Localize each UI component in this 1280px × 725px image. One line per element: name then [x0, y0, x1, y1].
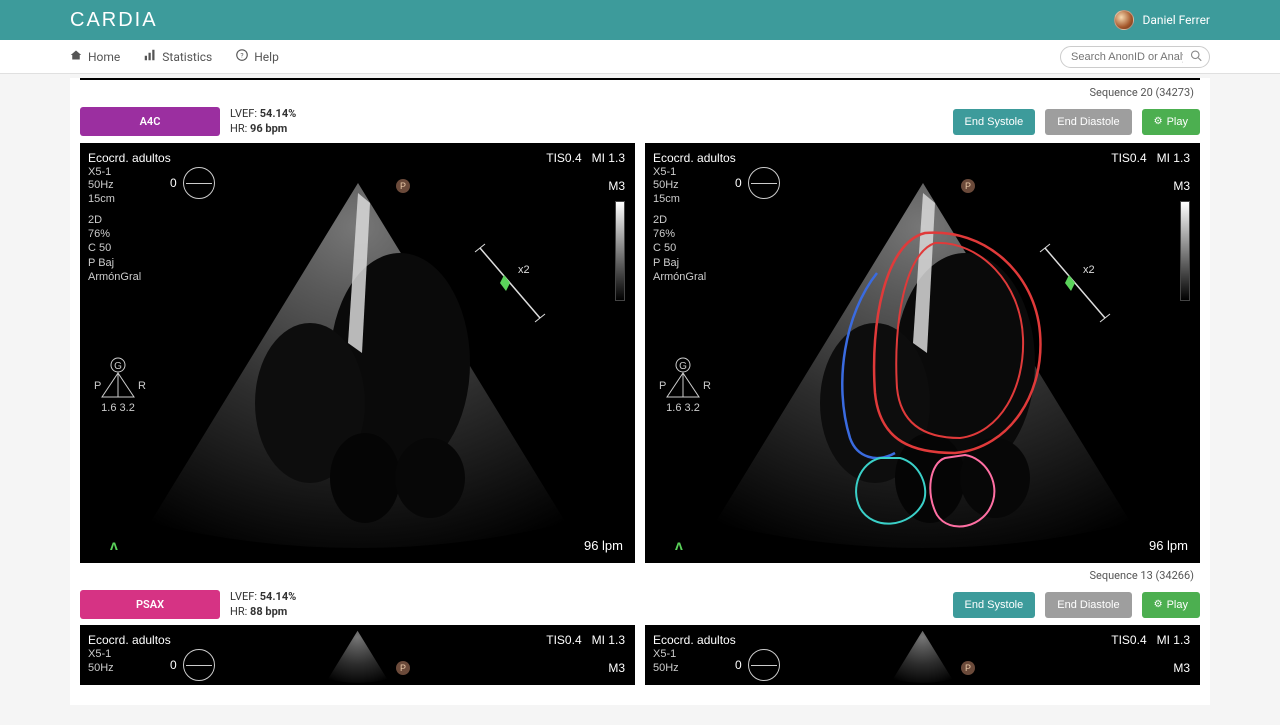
- user-name: Daniel Ferrer: [1142, 13, 1210, 27]
- svg-text:R: R: [138, 380, 146, 392]
- overlay-lpm: 96 lpm: [1149, 538, 1188, 553]
- nav-home-label: Home: [88, 50, 120, 64]
- brand-logo: CARDIA: [70, 9, 158, 32]
- view-tag-a4c: A4C: [80, 107, 220, 136]
- view-tag-psax: PSAX: [80, 590, 220, 619]
- play-button[interactable]: Play: [1142, 592, 1200, 618]
- overlay-top-left: Ecocrd. adultos X5-1 50Hz 15cm: [88, 151, 171, 207]
- echo-pair-a4c: x2 Ecocrd. adultos X5-1 50Hz 15cm 0 P TI…: [80, 143, 1200, 563]
- svg-text:P: P: [94, 380, 101, 392]
- ecg-caret: ʌ: [110, 537, 118, 553]
- home-icon: [70, 49, 82, 64]
- search-input[interactable]: [1060, 46, 1210, 68]
- svg-text:x2: x2: [1083, 264, 1095, 276]
- help-icon: ?: [236, 49, 248, 64]
- nav-stats-label: Statistics: [162, 50, 212, 64]
- svg-text:?: ?: [241, 51, 244, 59]
- user-menu[interactable]: Daniel Ferrer: [1114, 10, 1210, 30]
- svg-text:1.6 3.2: 1.6 3.2: [101, 402, 135, 413]
- overlay-top-right: TIS0.4 MI 1.3: [546, 151, 625, 165]
- overlay-top-right: TIS0.4 MI 1.3: [1111, 151, 1190, 165]
- echo-panel-a4c-segmented[interactable]: x2 Ecocrd. adultos X5-1 50Hz 15cm 0 P TI…: [645, 143, 1200, 563]
- overlay-lpm: 96 lpm: [584, 538, 623, 553]
- orientation-marker: G P R 1.6 3.2: [653, 353, 713, 417]
- svg-text:P: P: [659, 380, 666, 392]
- echo-panel-psax-segmented[interactable]: Ecocrd. adultos X5-1 50Hz 0 P TIS0.4 MI …: [645, 625, 1200, 685]
- svg-text:R: R: [703, 380, 711, 392]
- topbar: CARDIA Daniel Ferrer: [0, 0, 1280, 40]
- echo-panel-a4c-raw[interactable]: x2 Ecocrd. adultos X5-1 50Hz 15cm 0 P TI…: [80, 143, 635, 563]
- svg-text:G: G: [114, 361, 122, 372]
- overlay-m3: M3: [608, 179, 625, 193]
- nav-home[interactable]: Home: [70, 49, 120, 64]
- metrics-a4c: LVEF: 54.14% HR: 96 bpm: [230, 107, 296, 137]
- grayscale-bar: [1180, 201, 1190, 301]
- orientation-marker: G P R 1.6 3.2: [88, 353, 148, 417]
- svg-text:x2: x2: [518, 264, 530, 276]
- avatar: [1114, 10, 1134, 30]
- chart-icon: [144, 49, 156, 64]
- metrics-psax: LVEF: 54.14% HR: 88 bpm: [230, 590, 296, 620]
- svg-text:G: G: [679, 361, 687, 372]
- play-button[interactable]: Play: [1142, 109, 1200, 135]
- dial-indicator: 0: [735, 167, 780, 199]
- overlay-top-left: Ecocrd. adultos X5-1 50Hz 15cm: [653, 151, 736, 207]
- ecg-caret: ʌ: [675, 537, 683, 553]
- main-sheet: Sequence 20 (34273) A4C LVEF: 54.14% HR:…: [70, 78, 1210, 705]
- search-icon: [1190, 49, 1202, 64]
- nav-help-label: Help: [254, 50, 279, 64]
- navbar: Home Statistics ? Help: [0, 40, 1280, 74]
- dial-indicator: 0: [170, 167, 215, 199]
- overlay-m3: M3: [1173, 179, 1190, 193]
- sequence-label: Sequence 20 (34273): [80, 80, 1200, 101]
- overlay-mode-block: 2D 76% C 50 P Baj ArmónGral: [88, 213, 141, 284]
- overlay-mode-block: 2D 76% C 50 P Baj ArmónGral: [653, 213, 706, 284]
- search-wrap: [1060, 46, 1210, 68]
- end-systole-button[interactable]: End Systole: [953, 109, 1036, 135]
- grayscale-bar: [615, 201, 625, 301]
- section-head-psax: PSAX LVEF: 54.14% HR: 88 bpm End Systole…: [80, 590, 1200, 620]
- nav-help[interactable]: ? Help: [236, 49, 279, 64]
- probe-marker: P: [396, 179, 410, 193]
- probe-marker: P: [961, 179, 975, 193]
- end-diastole-button[interactable]: End Diastole: [1045, 592, 1131, 618]
- echo-panel-psax-raw[interactable]: Ecocrd. adultos X5-1 50Hz 0 P TIS0.4 MI …: [80, 625, 635, 685]
- echo-pair-psax: Ecocrd. adultos X5-1 50Hz 0 P TIS0.4 MI …: [80, 625, 1200, 685]
- sequence-label: Sequence 13 (34266): [80, 563, 1200, 584]
- nav-statistics[interactable]: Statistics: [144, 49, 212, 64]
- end-diastole-button[interactable]: End Diastole: [1045, 109, 1131, 135]
- end-systole-button[interactable]: End Systole: [953, 592, 1036, 618]
- section-head-a4c: A4C LVEF: 54.14% HR: 96 bpm End Systole …: [80, 107, 1200, 137]
- svg-text:1.6 3.2: 1.6 3.2: [666, 402, 700, 413]
